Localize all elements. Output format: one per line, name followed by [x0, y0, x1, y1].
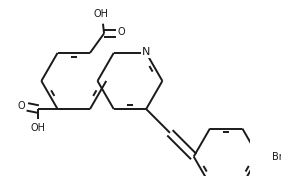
- Text: OH: OH: [31, 123, 46, 133]
- Text: O: O: [117, 27, 125, 37]
- Text: N: N: [142, 47, 150, 57]
- Text: OH: OH: [93, 9, 108, 19]
- Text: O: O: [17, 101, 25, 111]
- Text: Br: Br: [271, 152, 281, 162]
